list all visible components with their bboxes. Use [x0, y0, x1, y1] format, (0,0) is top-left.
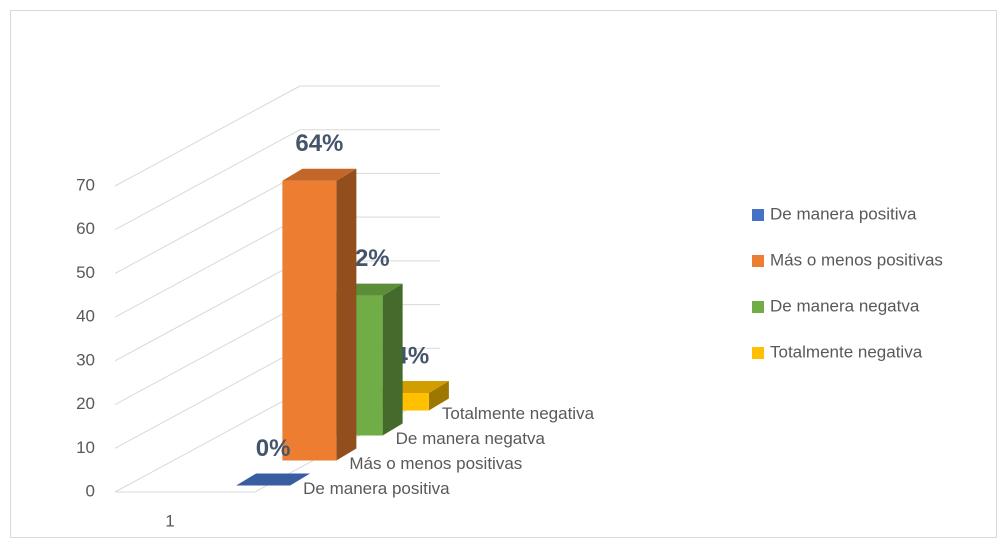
- bar-side: [428, 381, 449, 411]
- depth-label: Más o menos positivas: [349, 454, 522, 473]
- bar-top: [236, 473, 311, 486]
- legend-swatch: [752, 209, 764, 221]
- y-tick-label: 0: [86, 481, 95, 500]
- grid-line: [114, 391, 301, 493]
- y-tick-label: 50: [76, 263, 95, 282]
- bar-top: [282, 168, 357, 181]
- bar: [282, 168, 357, 461]
- legend-label: De manera positiva: [770, 204, 917, 223]
- legend-label: De manera negatva: [770, 296, 920, 315]
- grid-line: [114, 260, 301, 362]
- bar-front: [282, 180, 337, 461]
- grid-line: [114, 129, 301, 231]
- grid-line: [114, 172, 301, 274]
- legend-label: Más o menos positivas: [770, 250, 943, 269]
- grid-line: [114, 304, 301, 406]
- y-tick-label: 40: [76, 307, 95, 326]
- y-tick-label: 60: [76, 219, 95, 238]
- legend-swatch: [752, 255, 764, 267]
- x-tick-label: 1: [165, 511, 174, 530]
- depth-label: Totalmente negativa: [442, 404, 595, 423]
- y-tick-label: 20: [76, 394, 95, 413]
- depth-label: De manera negatva: [396, 429, 546, 448]
- chart-frame: [10, 10, 997, 538]
- depth-label: De manera positiva: [303, 479, 450, 498]
- grid-line: [114, 85, 301, 187]
- legend-swatch: [752, 347, 764, 359]
- data-label: 64%: [295, 130, 343, 157]
- y-tick-label: 30: [76, 350, 95, 369]
- legend-label: Totalmente negativa: [770, 342, 923, 361]
- grid-line: [114, 216, 301, 318]
- grid-line: [114, 347, 301, 449]
- y-tick-label: 70: [76, 175, 95, 194]
- y-tick-label: 10: [76, 438, 95, 457]
- data-label: 0%: [256, 435, 291, 462]
- legend-swatch: [752, 301, 764, 313]
- bar-side: [382, 283, 403, 436]
- bar: [236, 473, 311, 486]
- bar-side: [336, 168, 357, 461]
